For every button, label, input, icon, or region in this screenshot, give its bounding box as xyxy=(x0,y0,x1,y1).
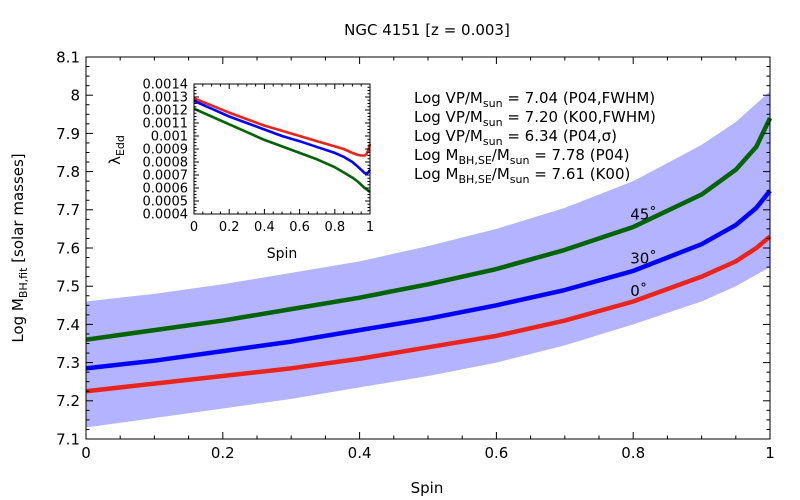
inset-series-line xyxy=(193,97,372,157)
y-tick-label: 8.1 xyxy=(56,48,80,66)
y-tick-label: 7.6 xyxy=(56,239,80,257)
series-layer xyxy=(85,117,773,394)
y-tick-label: 7.4 xyxy=(56,316,80,334)
x-tick-label: 0.8 xyxy=(324,220,345,235)
inset-plot: 0 0.2 0.4 0.6 0.8 10.00040.00050.00060.00070.… xyxy=(106,78,374,262)
annotation-line: Log VP/Msun = 7.04 (P04,FWHM) xyxy=(414,89,655,110)
y-tick-label: 0.0008 xyxy=(143,156,189,171)
y-tick-label: 7.2 xyxy=(56,392,80,410)
inset-x-axis-label: Spin xyxy=(267,246,298,262)
series-line xyxy=(85,189,772,371)
inset-y-axis-label: λEdd xyxy=(106,135,127,165)
y-axis-label-tail: [solar masses] xyxy=(9,153,27,267)
y-tick-label: 0.0004 xyxy=(143,208,189,223)
y-tick-label: 0.0011 xyxy=(143,117,189,132)
uncertainty-band xyxy=(86,91,770,428)
series-line xyxy=(85,117,773,342)
x-tick-label: 0 xyxy=(81,444,91,462)
x-tick-label: 1 xyxy=(366,220,374,235)
main-plot: 0 0.2 0.4 0.6 0.8 1 7.1 7.2 7.3 7.4 7.5 7.6 7.7 7.8 7.… xyxy=(56,48,775,462)
inset-y-axis-label-base: λ xyxy=(106,156,124,165)
y-tick-label: 7.7 xyxy=(56,201,80,219)
inset-tick-layer: 0 0.2 0.4 0.6 0.8 10.00040.00050.00060.00070.… xyxy=(143,78,375,235)
annotation-line: Log MBH,SE/Msun = 7.78 (P04) xyxy=(414,146,630,167)
x-tick-label: 0.6 xyxy=(289,220,310,235)
x-tick-label: 1 xyxy=(765,444,775,462)
y-tick-label: 7.9 xyxy=(56,125,80,143)
series-line xyxy=(85,234,772,394)
x-tick-label: 0.2 xyxy=(219,220,240,235)
inset-y-axis-label-sub: Edd xyxy=(114,135,127,156)
y-tick-label: 7.5 xyxy=(56,278,80,296)
annotation-line: Log VP/Msun = 7.20 (K00,FWHM) xyxy=(414,108,656,129)
series-label-layer: 45˚ 30˚ 0˚ xyxy=(630,206,657,300)
y-tick-label: 0.001 xyxy=(151,130,188,145)
annotation-line: Log VP/Msun = 6.34 (P04,σ) xyxy=(414,127,617,148)
y-axis-label: Log MBH,fit [solar masses] xyxy=(9,153,30,342)
series-label: 30˚ xyxy=(630,250,657,268)
annotation-block: Log VP/Msun = 7.04 (P04,FWHM) Log VP/Msu… xyxy=(414,89,656,186)
x-tick-label: 0.4 xyxy=(254,220,275,235)
y-axis-label-sub: BH,fit xyxy=(17,267,30,298)
y-tick-label: 7.1 xyxy=(56,430,80,448)
y-tick-label: 7.8 xyxy=(56,163,80,181)
x-tick-label: 0 xyxy=(190,220,198,235)
x-tick-label: 0.2 xyxy=(211,444,235,462)
y-tick-label: 0.0012 xyxy=(143,104,189,119)
y-tick-label: 7.3 xyxy=(56,354,80,372)
series-label: 45˚ xyxy=(630,206,657,224)
y-tick-label: 0.0014 xyxy=(143,78,189,93)
main-plot-frame xyxy=(85,56,771,440)
x-axis-label: Spin xyxy=(411,479,444,497)
chart-title: NGC 4151 [z = 0.003] xyxy=(344,21,510,39)
y-tick-label: 0.0007 xyxy=(143,169,189,184)
inset-frame xyxy=(193,83,371,215)
x-tick-label: 0.8 xyxy=(621,444,645,462)
series-label: 0˚ xyxy=(630,282,647,300)
x-tick-label: 0.6 xyxy=(484,444,508,462)
inset-series-line xyxy=(193,99,372,175)
x-tick-label: 0.4 xyxy=(348,444,372,462)
annotation-line: Log MBH,SE/Msun = 7.61 (K00) xyxy=(414,165,630,186)
y-tick-label: 0.0013 xyxy=(143,91,189,106)
y-tick-label: 8 xyxy=(70,87,80,105)
y-tick-label: 0.0006 xyxy=(143,182,189,197)
y-tick-label: 0.0005 xyxy=(143,195,189,210)
band-layer xyxy=(86,91,770,428)
y-axis-label-base: Log M xyxy=(9,298,27,343)
tick-layer: 0 0.2 0.4 0.6 0.8 1 7.1 7.2 7.3 7.4 7.5 7.6 7.7 7.8 7.… xyxy=(56,48,775,462)
y-tick-label: 0.0009 xyxy=(143,143,189,158)
